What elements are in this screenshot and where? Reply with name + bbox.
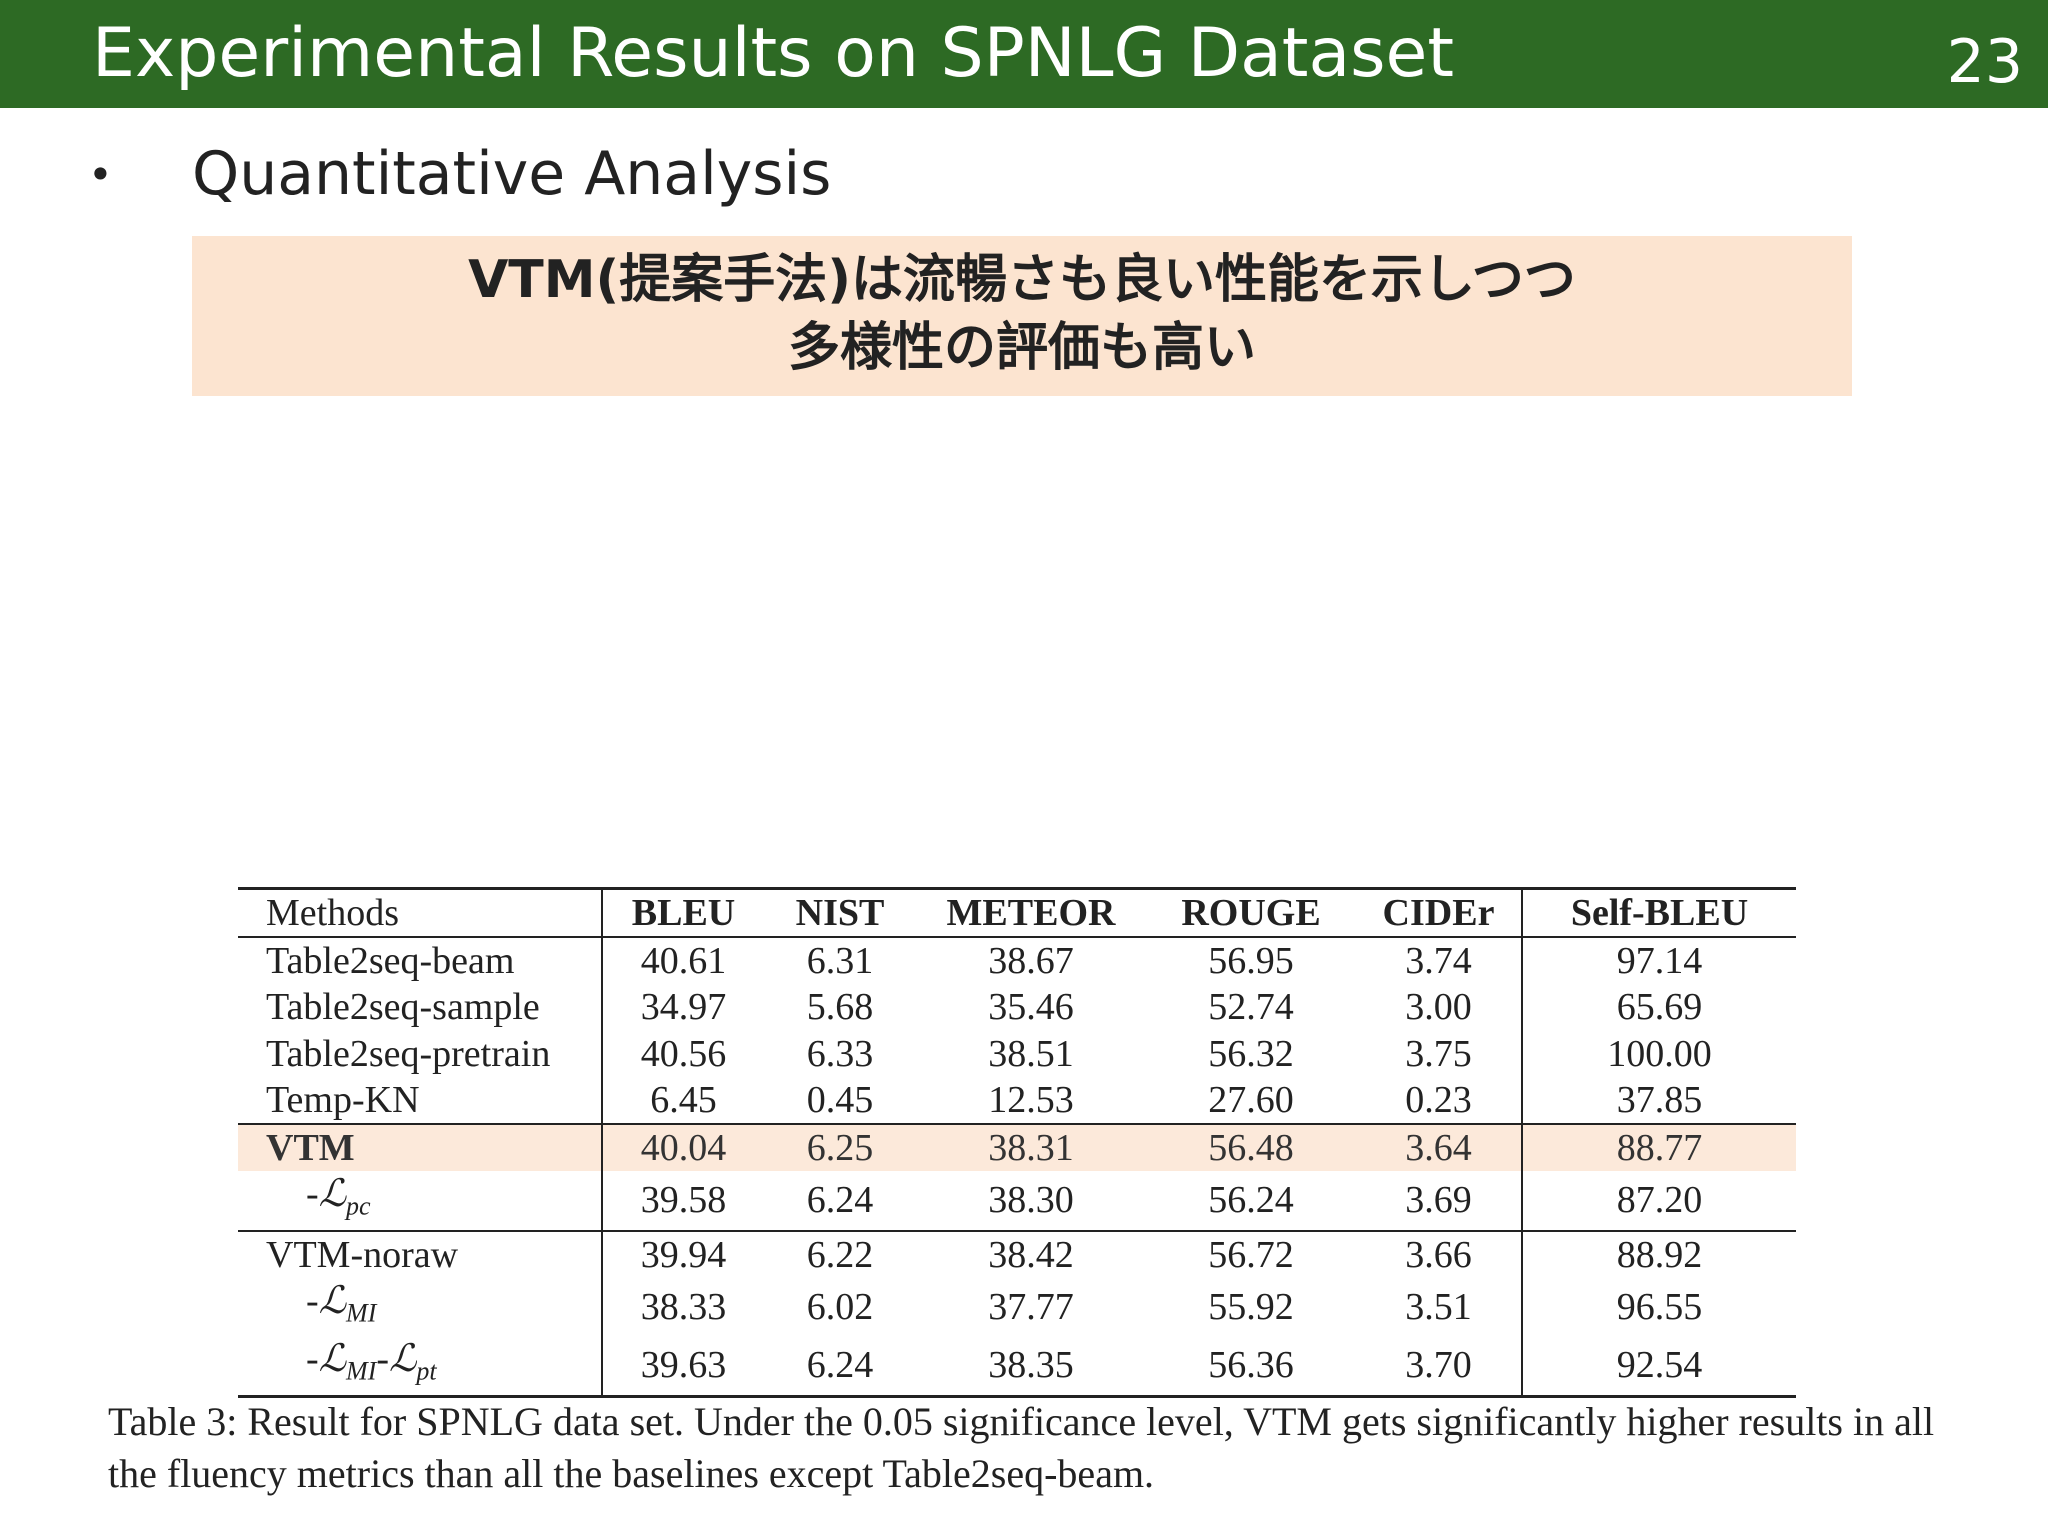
cider-cell: 3.64 [1356, 1123, 1523, 1171]
nist-cell: 6.24 [806, 1179, 874, 1222]
meteor-cell: 37.77 [988, 1285, 1074, 1328]
rouge-cell: 27.60 [1208, 1079, 1294, 1121]
bleu-cell: 40.04 [602, 1123, 764, 1171]
self-bleu-cell: 37.85 [1616, 1079, 1703, 1121]
self-bleu-cell: 88.77 [1522, 1123, 1796, 1171]
cider-cell: 3.70 [1356, 1336, 1523, 1397]
table-row: -ℒpc 39.58 6.24 38.30 56.24 3.69 87.20 [238, 1171, 1796, 1231]
cider-cell: 3.69 [1356, 1171, 1523, 1231]
method-symbol: -ℒ [306, 1173, 347, 1215]
method-symbol-2: -ℒ [376, 1338, 417, 1381]
rouge-cell: 52.74 [1208, 986, 1294, 1029]
table-row: VTM-noraw 39.94 6.22 38.42 56.72 3.66 88… [238, 1229, 1796, 1278]
cider-cell: 3.74 [1356, 937, 1523, 984]
nist-cell: 6.25 [764, 1123, 916, 1171]
bleu-cell: 39.63 [640, 1344, 727, 1387]
self-bleu-cell: 96.55 [1616, 1285, 1703, 1328]
method-cell: Table2seq-pretrain [238, 1030, 603, 1077]
method-cell: VTM [238, 1123, 603, 1171]
table-row: Table2seq-sample 34.97 5.68 35.46 52.74 … [238, 984, 1796, 1031]
rouge-cell: 55.92 [1208, 1285, 1294, 1328]
method-cell: VTM-noraw [238, 1229, 603, 1278]
meteor-cell: 35.46 [988, 986, 1074, 1029]
table-row: Table2seq-beam 40.61 6.31 38.67 56.95 3.… [238, 937, 1796, 984]
cider-cell: 0.23 [1356, 1077, 1523, 1124]
table-row: Table2seq-pretrain 40.56 6.33 38.51 56.3… [238, 1030, 1796, 1077]
bleu-cell: 40.61 [640, 940, 727, 982]
method-subscript: pc [346, 1191, 371, 1221]
table-header-row: Methods BLEU NIST METEOR ROUGE CIDEr Sel… [238, 888, 1796, 938]
bleu-cell: 39.94 [602, 1229, 764, 1278]
method-cell: Temp-KN [238, 1077, 603, 1124]
nist-cell: 6.33 [806, 1032, 874, 1075]
table-row: -ℒMI 38.33 6.02 37.77 55.92 3.51 96.55 [238, 1277, 1796, 1337]
self-bleu-cell: 87.20 [1616, 1179, 1703, 1222]
method-cell: -ℒpc [238, 1171, 603, 1231]
table-row: Temp-KN 6.45 0.45 12.53 27.60 0.23 37.85 [238, 1077, 1796, 1124]
header-meteor: METEOR [916, 888, 1146, 938]
method-cell: Table2seq-beam [238, 937, 603, 984]
rouge-cell: 56.24 [1208, 1179, 1294, 1222]
meteor-cell: 38.42 [916, 1229, 1146, 1278]
slide-header: Experimental Results on SPNLG Dataset 23 [0, 0, 2048, 108]
header-rouge: ROUGE [1146, 888, 1356, 938]
bullet-icon: • [88, 150, 113, 199]
header-methods: Methods [238, 888, 603, 938]
cider-cell: 3.75 [1356, 1030, 1523, 1077]
method-cell: -ℒMI-ℒpt [238, 1336, 603, 1397]
method-subscript-2: pt [416, 1356, 437, 1386]
method-cell: Table2seq-sample [238, 984, 603, 1031]
rouge-cell: 56.32 [1208, 1032, 1294, 1075]
meteor-cell: 12.53 [988, 1079, 1074, 1121]
rouge-cell: 56.95 [1208, 940, 1294, 982]
meteor-cell: 38.51 [988, 1032, 1074, 1075]
cider-cell: 3.51 [1356, 1277, 1523, 1337]
nist-cell: 6.31 [806, 940, 874, 982]
results-table-container: Methods BLEU NIST METEOR ROUGE CIDEr Sel… [238, 887, 1796, 1398]
self-bleu-cell: 97.14 [1616, 940, 1703, 982]
meteor-cell: 38.30 [988, 1179, 1074, 1222]
rouge-cell: 56.48 [1146, 1123, 1356, 1171]
bleu-cell: 6.45 [650, 1079, 717, 1121]
method-subscript: MI [346, 1298, 377, 1328]
callout-box: VTM(提案手法)は流暢さも良い性能を示しつつ 多様性の評価も高い [192, 236, 1852, 396]
cider-cell: 3.66 [1356, 1229, 1523, 1278]
meteor-cell: 38.31 [916, 1123, 1146, 1171]
bleu-cell: 34.97 [640, 986, 727, 1029]
meteor-cell: 38.35 [988, 1344, 1074, 1387]
nist-cell: 6.02 [806, 1285, 874, 1328]
method-symbol: -ℒ [306, 1279, 347, 1322]
header-bleu: BLEU [602, 888, 764, 938]
method-subscript: MI [346, 1356, 377, 1386]
slide-title: Experimental Results on SPNLG Dataset [92, 14, 1455, 93]
bleu-cell: 40.56 [640, 1032, 727, 1075]
nist-cell: 0.45 [806, 1079, 874, 1121]
nist-cell: 6.24 [806, 1344, 874, 1387]
table-row: -ℒMI-ℒpt 39.63 6.24 38.35 56.36 3.70 92.… [238, 1336, 1796, 1397]
self-bleu-cell: 88.92 [1522, 1229, 1796, 1278]
table-row-highlighted: VTM 40.04 6.25 38.31 56.48 3.64 88.77 [238, 1123, 1796, 1171]
nist-cell: 6.22 [764, 1229, 916, 1278]
nist-cell: 5.68 [806, 986, 874, 1029]
method-symbol: -ℒ [306, 1338, 347, 1381]
callout-line-1: VTM(提案手法)は流暢さも良い性能を示しつつ [468, 250, 1576, 310]
method-cell: -ℒMI [238, 1277, 603, 1337]
meteor-cell: 38.67 [988, 940, 1074, 982]
bleu-cell: 39.58 [640, 1179, 727, 1222]
bleu-cell: 38.33 [640, 1285, 727, 1328]
header-cider: CIDEr [1356, 888, 1523, 938]
rouge-cell: 56.72 [1146, 1229, 1356, 1278]
page-number: 23 [1946, 27, 2023, 97]
callout-line-2: 多様性の評価も高い [787, 318, 1256, 378]
self-bleu-cell: 92.54 [1616, 1344, 1703, 1387]
self-bleu-cell: 100.00 [1607, 1032, 1712, 1075]
cider-cell: 3.00 [1356, 984, 1523, 1031]
self-bleu-cell: 65.69 [1616, 986, 1703, 1029]
header-self-bleu: Self-BLEU [1522, 888, 1796, 938]
results-table: Methods BLEU NIST METEOR ROUGE CIDEr Sel… [238, 887, 1796, 1398]
bullet-text: Quantitative Analysis [192, 139, 832, 209]
header-nist: NIST [764, 888, 916, 938]
table-caption: Table 3: Result for SPNLG data set. Unde… [108, 1399, 1935, 1496]
rouge-cell: 56.36 [1208, 1344, 1294, 1387]
